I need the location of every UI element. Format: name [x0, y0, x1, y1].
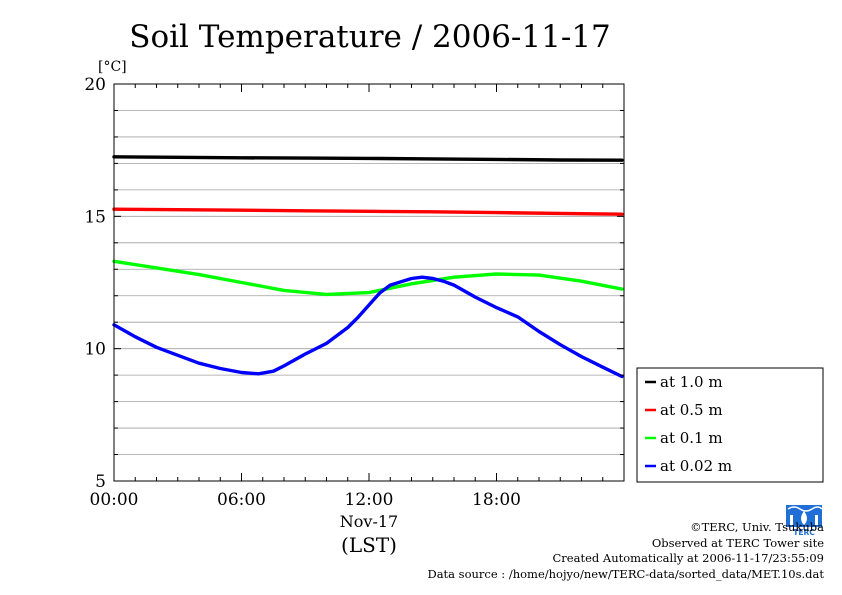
- legend-label: at 1.0 m: [660, 373, 723, 391]
- legend-label: at 0.1 m: [660, 429, 723, 447]
- x-tick-label: 12:00: [345, 490, 394, 510]
- legend-label: at 0.5 m: [660, 401, 723, 419]
- y-tick-label: 10: [84, 340, 106, 360]
- series-line: [112, 259, 624, 297]
- series-line: [112, 275, 624, 379]
- x-tick-labels: 00:00 06:00 12:00 18:00: [90, 490, 522, 510]
- y-tick-label: 15: [84, 207, 106, 227]
- y-tick-label: 20: [84, 75, 106, 95]
- copyright-text: ©TERC, Univ. Tsukuba: [690, 520, 824, 534]
- y-tick-label: 5: [95, 472, 106, 492]
- chart-title: Soil Temperature / 2006-11-17: [129, 19, 611, 55]
- legend-box: [636, 367, 824, 483]
- x-tick-label: 18:00: [472, 490, 521, 510]
- y-tick-labels: 5 10 15 20: [84, 75, 106, 492]
- observed-text: Observed at TERC Tower site: [651, 535, 824, 550]
- x-tick-label: 00:00: [90, 490, 139, 510]
- x-tick-label: 06:00: [217, 490, 266, 510]
- grid-lines: [114, 110, 624, 455]
- source-text: Data source : /home/hojyo/new/TERC-data/…: [427, 566, 824, 581]
- logo-text: TERC: [793, 528, 815, 537]
- x-axis-label: (LST): [341, 533, 397, 557]
- y-axis-unit-label: [°C]: [98, 59, 127, 75]
- legend: at 1.0 m at 0.5 m at 0.1 m at 0.02 m: [636, 367, 824, 483]
- axis-ticks: [113, 83, 625, 482]
- legend-label: at 0.02 m: [660, 457, 732, 475]
- created-text: Created Automatically at 2006-11-17/23:5…: [552, 551, 825, 565]
- series-line: [112, 155, 624, 162]
- series-line: [112, 207, 624, 216]
- terc-logo-icon: TERC: [784, 503, 824, 537]
- data-series: [112, 155, 624, 379]
- credits-block: ©TERC, Univ. Tsukuba Observed at TERC To…: [427, 520, 824, 582]
- plot-frame: [113, 83, 625, 482]
- date-label: Nov-17: [340, 512, 398, 531]
